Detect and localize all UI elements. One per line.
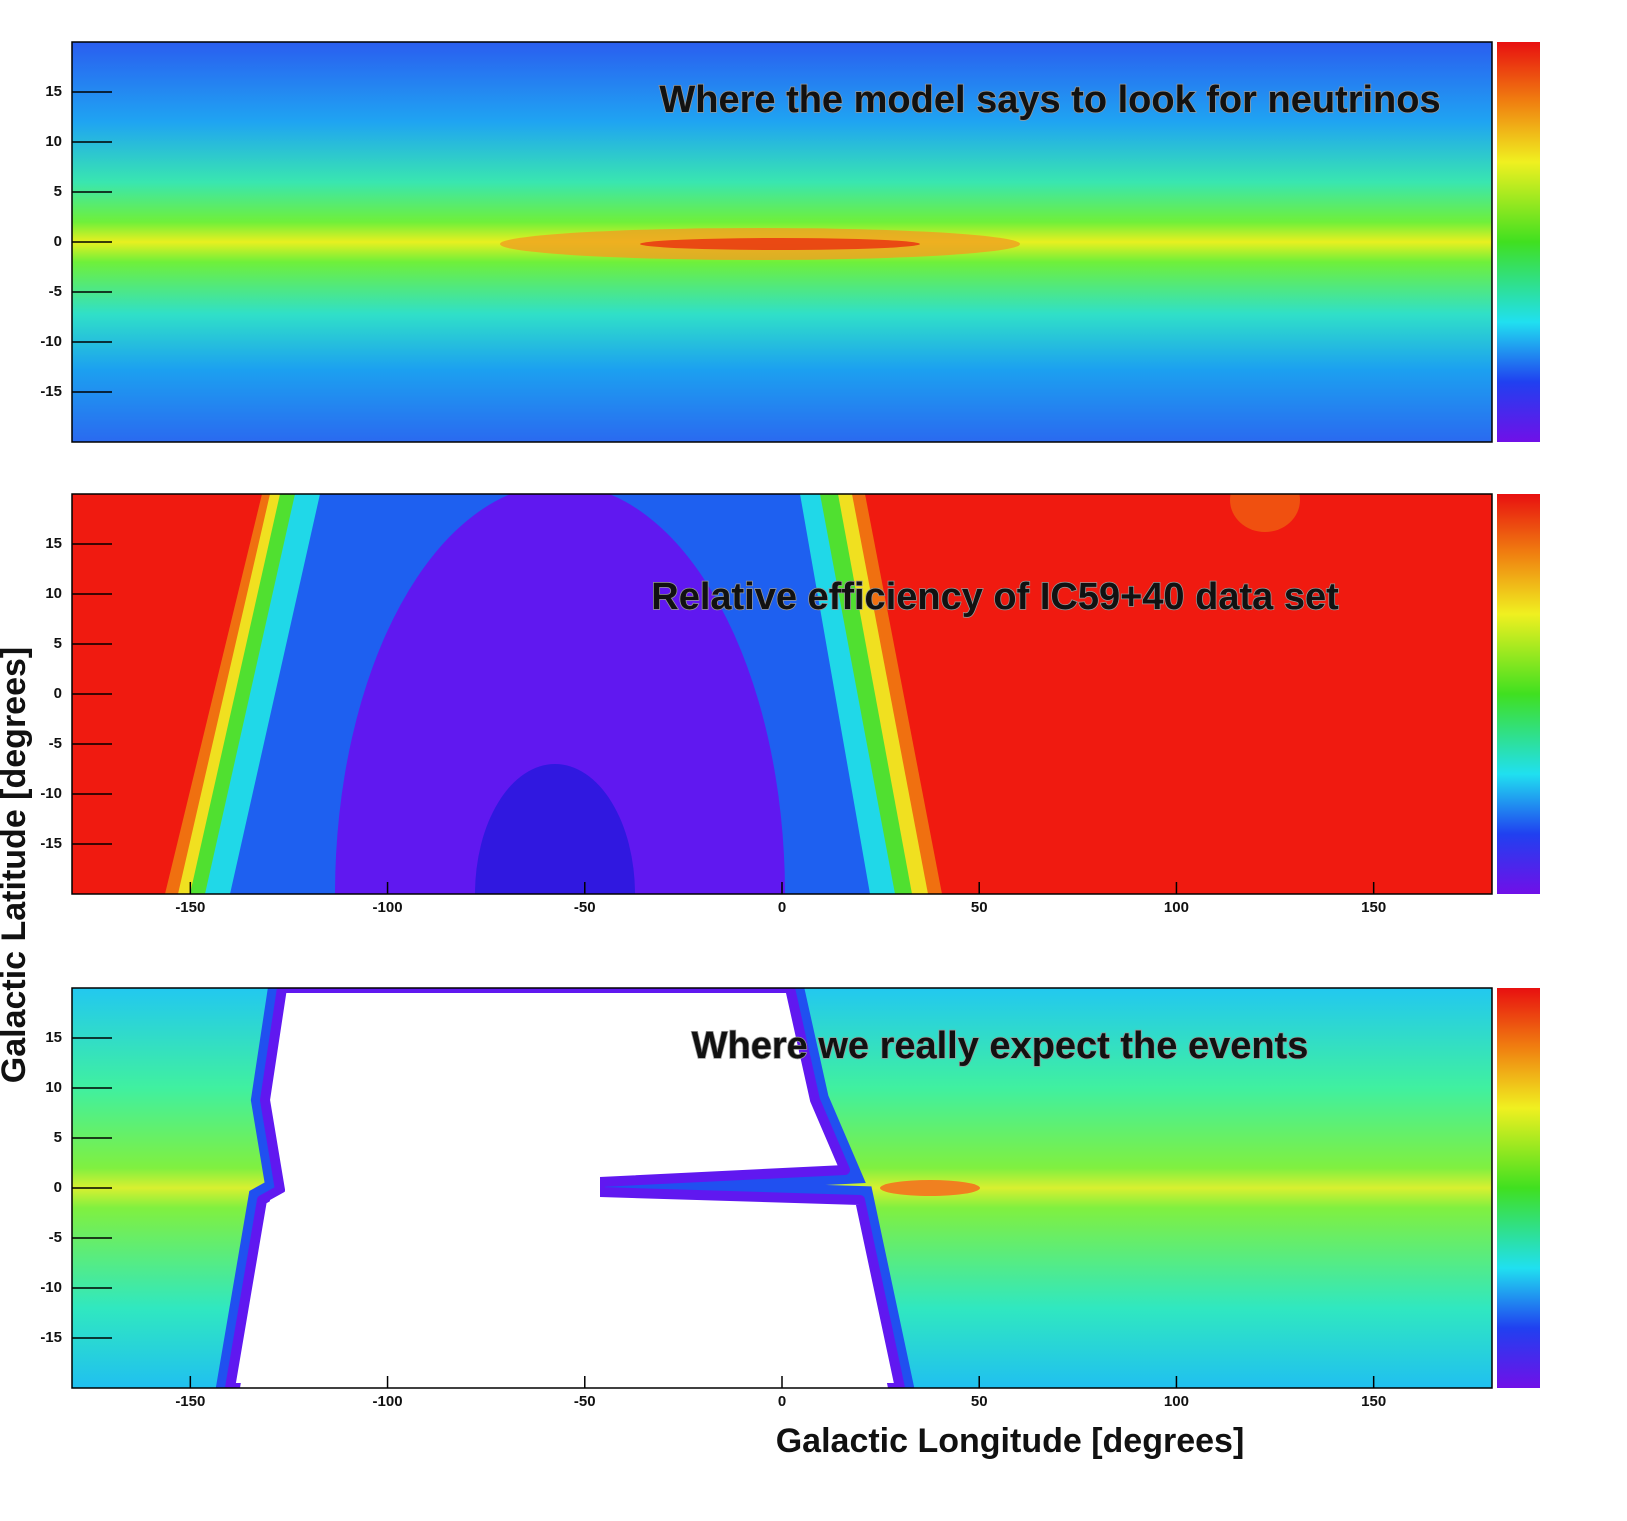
y-tick-label: 5 <box>54 183 62 200</box>
heatmap-3 <box>72 988 1492 1388</box>
colorbar <box>1497 42 1540 442</box>
x-tick-label: 100 <box>1164 1393 1189 1410</box>
x-tick-label: 0 <box>778 899 786 916</box>
y-tick-label: 15 <box>45 1029 62 1046</box>
y-tick-label: -15 <box>40 383 62 400</box>
y-tick-label: 0 <box>54 1179 62 1196</box>
y-tick-label: -5 <box>49 735 62 752</box>
x-tick-label: -100 <box>373 899 403 916</box>
heatmap-2 <box>72 494 1492 894</box>
y-tick-label: -5 <box>49 283 62 300</box>
x-tick-label: 50 <box>971 899 988 916</box>
colorbar <box>1497 988 1540 1388</box>
y-tick-label: -10 <box>40 1279 62 1296</box>
panel-title: Where the model says to look for neutrin… <box>659 79 1440 121</box>
panel-title: Where we really expect the events <box>692 1025 1309 1067</box>
y-tick-label: 15 <box>45 83 62 100</box>
y-tick-label: 5 <box>54 635 62 652</box>
x-tick-label: -150 <box>175 899 205 916</box>
x-tick-label: -100 <box>373 1393 403 1410</box>
x-tick-label: -150 <box>175 1393 205 1410</box>
x-tick-label: -50 <box>574 1393 596 1410</box>
x-tick-label: -50 <box>574 899 596 916</box>
y-tick-label: 10 <box>45 133 62 150</box>
y-tick-label: 10 <box>45 1079 62 1096</box>
y-tick-label: -10 <box>40 785 62 802</box>
y-tick-label: 10 <box>45 585 62 602</box>
x-tick-label: 150 <box>1361 899 1386 916</box>
y-tick-label: -10 <box>40 333 62 350</box>
y-tick-label: -5 <box>49 1229 62 1246</box>
y-tick-label: 5 <box>54 1129 62 1146</box>
x-tick-label: 100 <box>1164 899 1189 916</box>
y-tick-label: 15 <box>45 535 62 552</box>
y-tick-label: -15 <box>40 835 62 852</box>
x-tick-label: 0 <box>778 1393 786 1410</box>
y-tick-label: -15 <box>40 1329 62 1346</box>
panel-title: Relative efficiency of IC59+40 data set <box>651 576 1339 618</box>
x-tick-label: 150 <box>1361 1393 1386 1410</box>
colorbar <box>1497 494 1540 894</box>
heatmap-1 <box>72 42 1492 442</box>
x-axis-label: Galactic Longitude [degrees] <box>776 1422 1245 1460</box>
y-tick-label: 0 <box>54 233 62 250</box>
x-tick-label: 50 <box>971 1393 988 1410</box>
y-tick-label: 0 <box>54 685 62 702</box>
y-axis-label: Galactic Latitude [degrees] <box>0 647 33 1083</box>
